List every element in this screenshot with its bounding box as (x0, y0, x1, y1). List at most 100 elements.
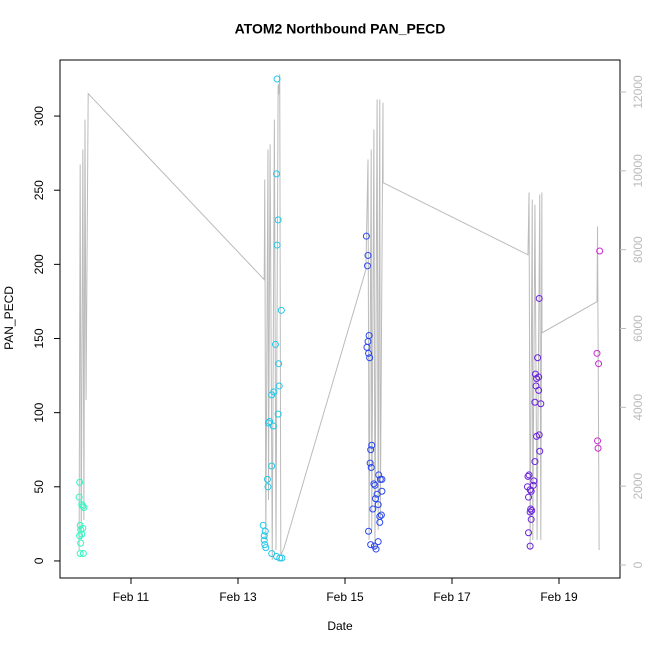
point (259, 521, 267, 529)
point (261, 541, 269, 549)
point (369, 505, 377, 513)
point (533, 432, 541, 440)
point (367, 464, 375, 472)
point (525, 471, 533, 479)
point (536, 447, 544, 455)
y2-tick-label: 6000 (631, 315, 645, 342)
x-tick-label: Feb 15 (326, 590, 364, 604)
y2-tick-label: 8000 (631, 236, 645, 263)
point (534, 354, 542, 362)
point (528, 507, 536, 515)
point (276, 554, 284, 562)
point (262, 544, 270, 552)
point (364, 251, 372, 259)
point (80, 504, 88, 512)
point (362, 232, 370, 240)
point (366, 354, 374, 362)
point (367, 541, 375, 549)
y2-tick-label: 10000 (631, 154, 645, 188)
point (277, 306, 285, 314)
point (79, 502, 87, 510)
point (274, 410, 282, 418)
point (278, 554, 286, 562)
y-tick-label: 100 (32, 402, 46, 422)
point (271, 340, 279, 348)
point (526, 542, 534, 550)
point (263, 475, 271, 483)
point (275, 360, 283, 368)
point (274, 216, 282, 224)
point (370, 480, 378, 488)
point (535, 386, 543, 394)
x-tick-label: Feb 19 (540, 590, 578, 604)
plot-frame (59, 59, 621, 579)
point (273, 170, 281, 178)
point (375, 471, 383, 479)
x-tick-label: Feb 17 (433, 590, 471, 604)
point (593, 349, 601, 357)
point (264, 419, 272, 427)
y-axis-label: PAN_PECD (2, 286, 16, 350)
chart-title: ATOM2 Northbound PAN_PECD (235, 21, 446, 37)
point (264, 483, 272, 491)
point (524, 472, 532, 480)
point (377, 511, 385, 519)
point (365, 527, 373, 535)
point (368, 441, 376, 449)
point (260, 536, 268, 544)
point (373, 490, 381, 498)
point (376, 518, 384, 526)
point (270, 388, 278, 396)
point (374, 501, 382, 509)
y-tick-label: 50 (32, 480, 46, 494)
point (533, 375, 541, 383)
y2-tick-label: 12000 (631, 75, 645, 109)
point (366, 459, 374, 467)
point (365, 349, 373, 357)
point (378, 475, 386, 483)
point (273, 241, 281, 249)
y-tick-label: 0 (32, 557, 46, 564)
x-tick-label: Feb 13 (219, 590, 257, 604)
point (76, 478, 84, 486)
point (530, 477, 538, 485)
point (77, 539, 85, 547)
point (372, 545, 380, 553)
point (527, 515, 535, 523)
point (261, 527, 269, 535)
y-tick-label: 200 (32, 254, 46, 274)
x-tick-label: Feb 11 (113, 590, 150, 604)
point (260, 532, 268, 540)
point (594, 437, 602, 445)
point (275, 382, 283, 390)
point (363, 262, 371, 270)
point (374, 538, 382, 546)
point (527, 505, 535, 513)
point (79, 550, 87, 558)
point (527, 487, 535, 495)
y-tick-label: 250 (32, 180, 46, 200)
point (266, 418, 274, 426)
point (594, 444, 602, 452)
point (367, 446, 375, 454)
point (268, 462, 276, 470)
point (525, 529, 533, 537)
x-axis-label: Date (327, 619, 353, 633)
y-tick-label: 300 (32, 106, 46, 126)
point (526, 508, 534, 516)
point (526, 486, 534, 494)
y2-tick-label: 2000 (631, 472, 645, 499)
point (596, 247, 604, 255)
point (371, 495, 379, 503)
y2-tick-label: 4000 (631, 394, 645, 421)
point (531, 458, 539, 466)
point (371, 481, 379, 489)
y-tick-label: 150 (32, 328, 46, 348)
point (537, 400, 545, 408)
point (525, 493, 533, 501)
point (75, 493, 83, 501)
point (76, 532, 84, 540)
point (535, 373, 543, 381)
